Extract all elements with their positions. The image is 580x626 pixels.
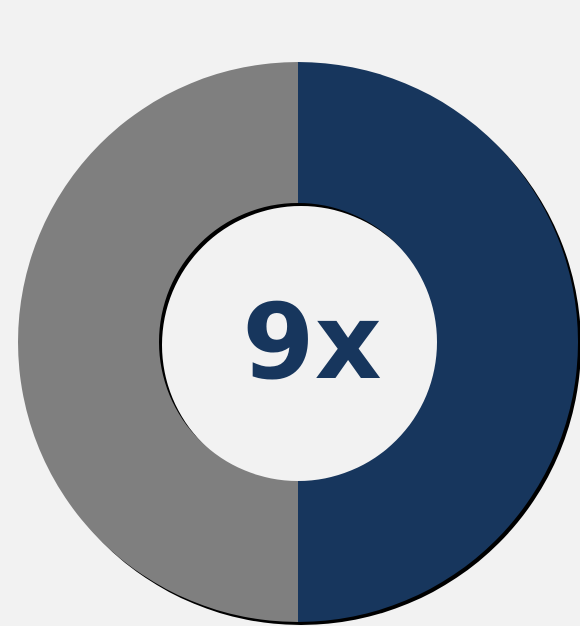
donut-segment — [298, 62, 578, 622]
center-label: 9x — [242, 281, 381, 403]
segments — [18, 62, 578, 622]
donut-segment — [18, 62, 298, 622]
